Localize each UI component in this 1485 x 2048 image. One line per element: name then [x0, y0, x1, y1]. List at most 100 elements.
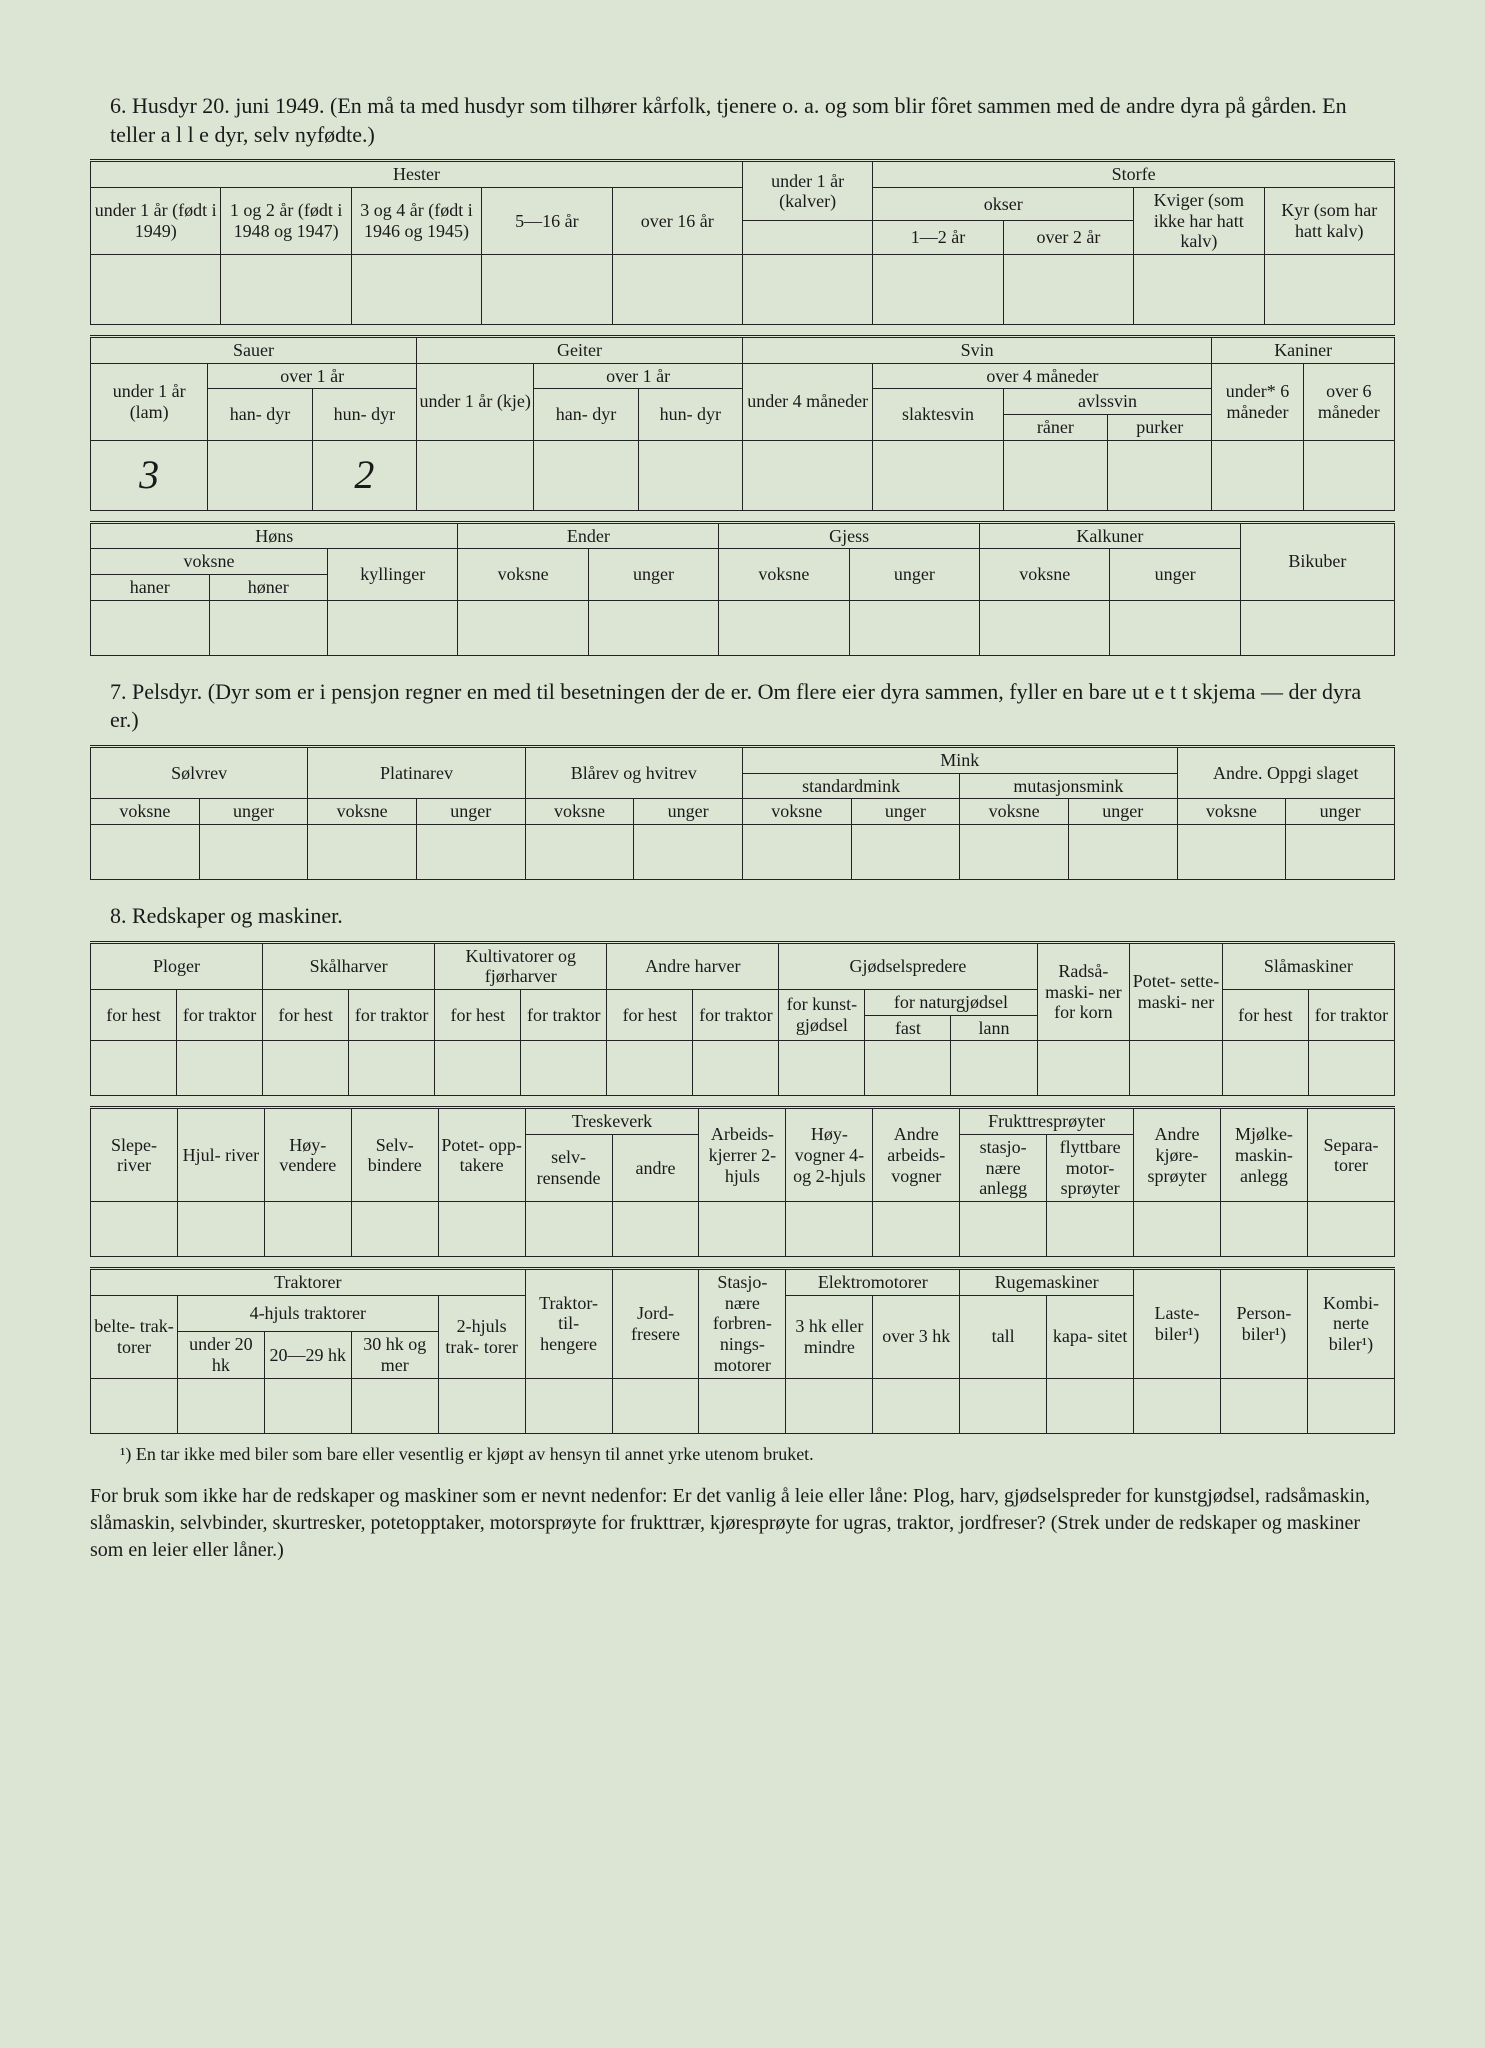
cell[interactable]: [742, 254, 872, 324]
cell[interactable]: [980, 600, 1110, 655]
cell[interactable]: [1130, 1041, 1223, 1096]
cell[interactable]: [865, 1041, 951, 1096]
v: voksne: [742, 799, 851, 825]
cell[interactable]: [1134, 1202, 1221, 1257]
cell[interactable]: [951, 1041, 1037, 1096]
cell[interactable]: [177, 1202, 264, 1257]
cell[interactable]: [1286, 825, 1395, 880]
cell[interactable]: [612, 1202, 699, 1257]
cell-lam[interactable]: 3: [91, 440, 208, 510]
cell[interactable]: [1047, 1202, 1134, 1257]
cell[interactable]: [873, 1378, 960, 1433]
cell[interactable]: [534, 440, 638, 510]
cell[interactable]: [873, 1202, 960, 1257]
cell[interactable]: [1308, 1041, 1394, 1096]
cell[interactable]: [786, 1378, 873, 1433]
cell[interactable]: [1212, 440, 1303, 510]
cell[interactable]: [1037, 1041, 1130, 1096]
cell[interactable]: [786, 1202, 873, 1257]
cell[interactable]: [1003, 254, 1133, 324]
avlssvin: avlssvin: [1003, 389, 1212, 415]
cell[interactable]: [1307, 1378, 1394, 1433]
cell[interactable]: [416, 825, 525, 880]
cell[interactable]: [525, 825, 634, 880]
cell[interactable]: [458, 600, 588, 655]
cell[interactable]: [1264, 254, 1394, 324]
cell[interactable]: [416, 440, 533, 510]
forkunst: for kunst- gjødsel: [779, 989, 865, 1040]
cell[interactable]: [351, 1202, 438, 1257]
cell[interactable]: [849, 600, 979, 655]
cell[interactable]: [521, 1041, 607, 1096]
cell[interactable]: [525, 1378, 612, 1433]
cell[interactable]: [349, 1041, 435, 1096]
cell[interactable]: [308, 825, 417, 880]
cell[interactable]: [264, 1202, 351, 1257]
cell[interactable]: [699, 1378, 786, 1433]
cell[interactable]: [742, 825, 851, 880]
cell[interactable]: [1220, 1378, 1307, 1433]
cell[interactable]: [1134, 1378, 1221, 1433]
cell[interactable]: [1110, 600, 1240, 655]
cell[interactable]: [1068, 825, 1177, 880]
cell[interactable]: [612, 1378, 699, 1433]
cell[interactable]: [960, 825, 1069, 880]
cell[interactable]: [438, 1202, 525, 1257]
cell[interactable]: [351, 254, 481, 324]
cell[interactable]: [221, 254, 351, 324]
cell[interactable]: [960, 1378, 1047, 1433]
cell[interactable]: [91, 1378, 178, 1433]
section-7-title: 7. Pelsdyr. (Dyr som er i pensjon regner…: [110, 678, 1395, 735]
cell[interactable]: [1222, 1041, 1308, 1096]
haner: haner: [91, 575, 210, 601]
cell[interactable]: [91, 600, 210, 655]
cell[interactable]: [91, 1202, 178, 1257]
cell[interactable]: [1303, 440, 1394, 510]
cell[interactable]: [851, 825, 960, 880]
cell[interactable]: [208, 440, 312, 510]
cell[interactable]: [199, 825, 308, 880]
cell[interactable]: [525, 1202, 612, 1257]
cell[interactable]: [264, 1378, 351, 1433]
cell[interactable]: [435, 1041, 521, 1096]
cell[interactable]: [607, 1041, 693, 1096]
cell[interactable]: [1108, 440, 1212, 510]
cell[interactable]: [612, 254, 742, 324]
cell[interactable]: [873, 440, 1003, 510]
cell[interactable]: [177, 1378, 264, 1433]
cell[interactable]: [263, 1041, 349, 1096]
cell[interactable]: [1307, 1202, 1394, 1257]
cell[interactable]: [1177, 825, 1286, 880]
cell[interactable]: [177, 1041, 263, 1096]
cell[interactable]: [634, 825, 743, 880]
cell[interactable]: [638, 440, 742, 510]
cell-hundyr[interactable]: 2: [312, 440, 416, 510]
cell[interactable]: [209, 600, 328, 655]
cell[interactable]: [1134, 254, 1264, 324]
cell[interactable]: [693, 1041, 779, 1096]
ft: for traktor: [349, 989, 435, 1040]
cell[interactable]: [91, 254, 221, 324]
ft: for traktor: [1308, 989, 1394, 1040]
cell[interactable]: [873, 254, 1003, 324]
cell[interactable]: [742, 440, 872, 510]
fh: for hest: [435, 989, 521, 1040]
cell[interactable]: [779, 1041, 865, 1096]
cell[interactable]: [960, 1202, 1047, 1257]
cell[interactable]: [351, 1378, 438, 1433]
storfe-header: Storfe: [873, 161, 1395, 188]
cell[interactable]: [1220, 1202, 1307, 1257]
kalk-voksne: voksne: [980, 549, 1110, 600]
cell[interactable]: [328, 600, 458, 655]
fh: for hest: [91, 989, 177, 1040]
cell[interactable]: [1240, 600, 1394, 655]
cell[interactable]: [482, 254, 612, 324]
cell[interactable]: [1003, 440, 1107, 510]
cell[interactable]: [91, 825, 200, 880]
cell[interactable]: [719, 600, 849, 655]
cell[interactable]: [588, 600, 718, 655]
cell[interactable]: [699, 1202, 786, 1257]
cell[interactable]: [438, 1378, 525, 1433]
cell[interactable]: [1047, 1378, 1134, 1433]
cell[interactable]: [91, 1041, 177, 1096]
